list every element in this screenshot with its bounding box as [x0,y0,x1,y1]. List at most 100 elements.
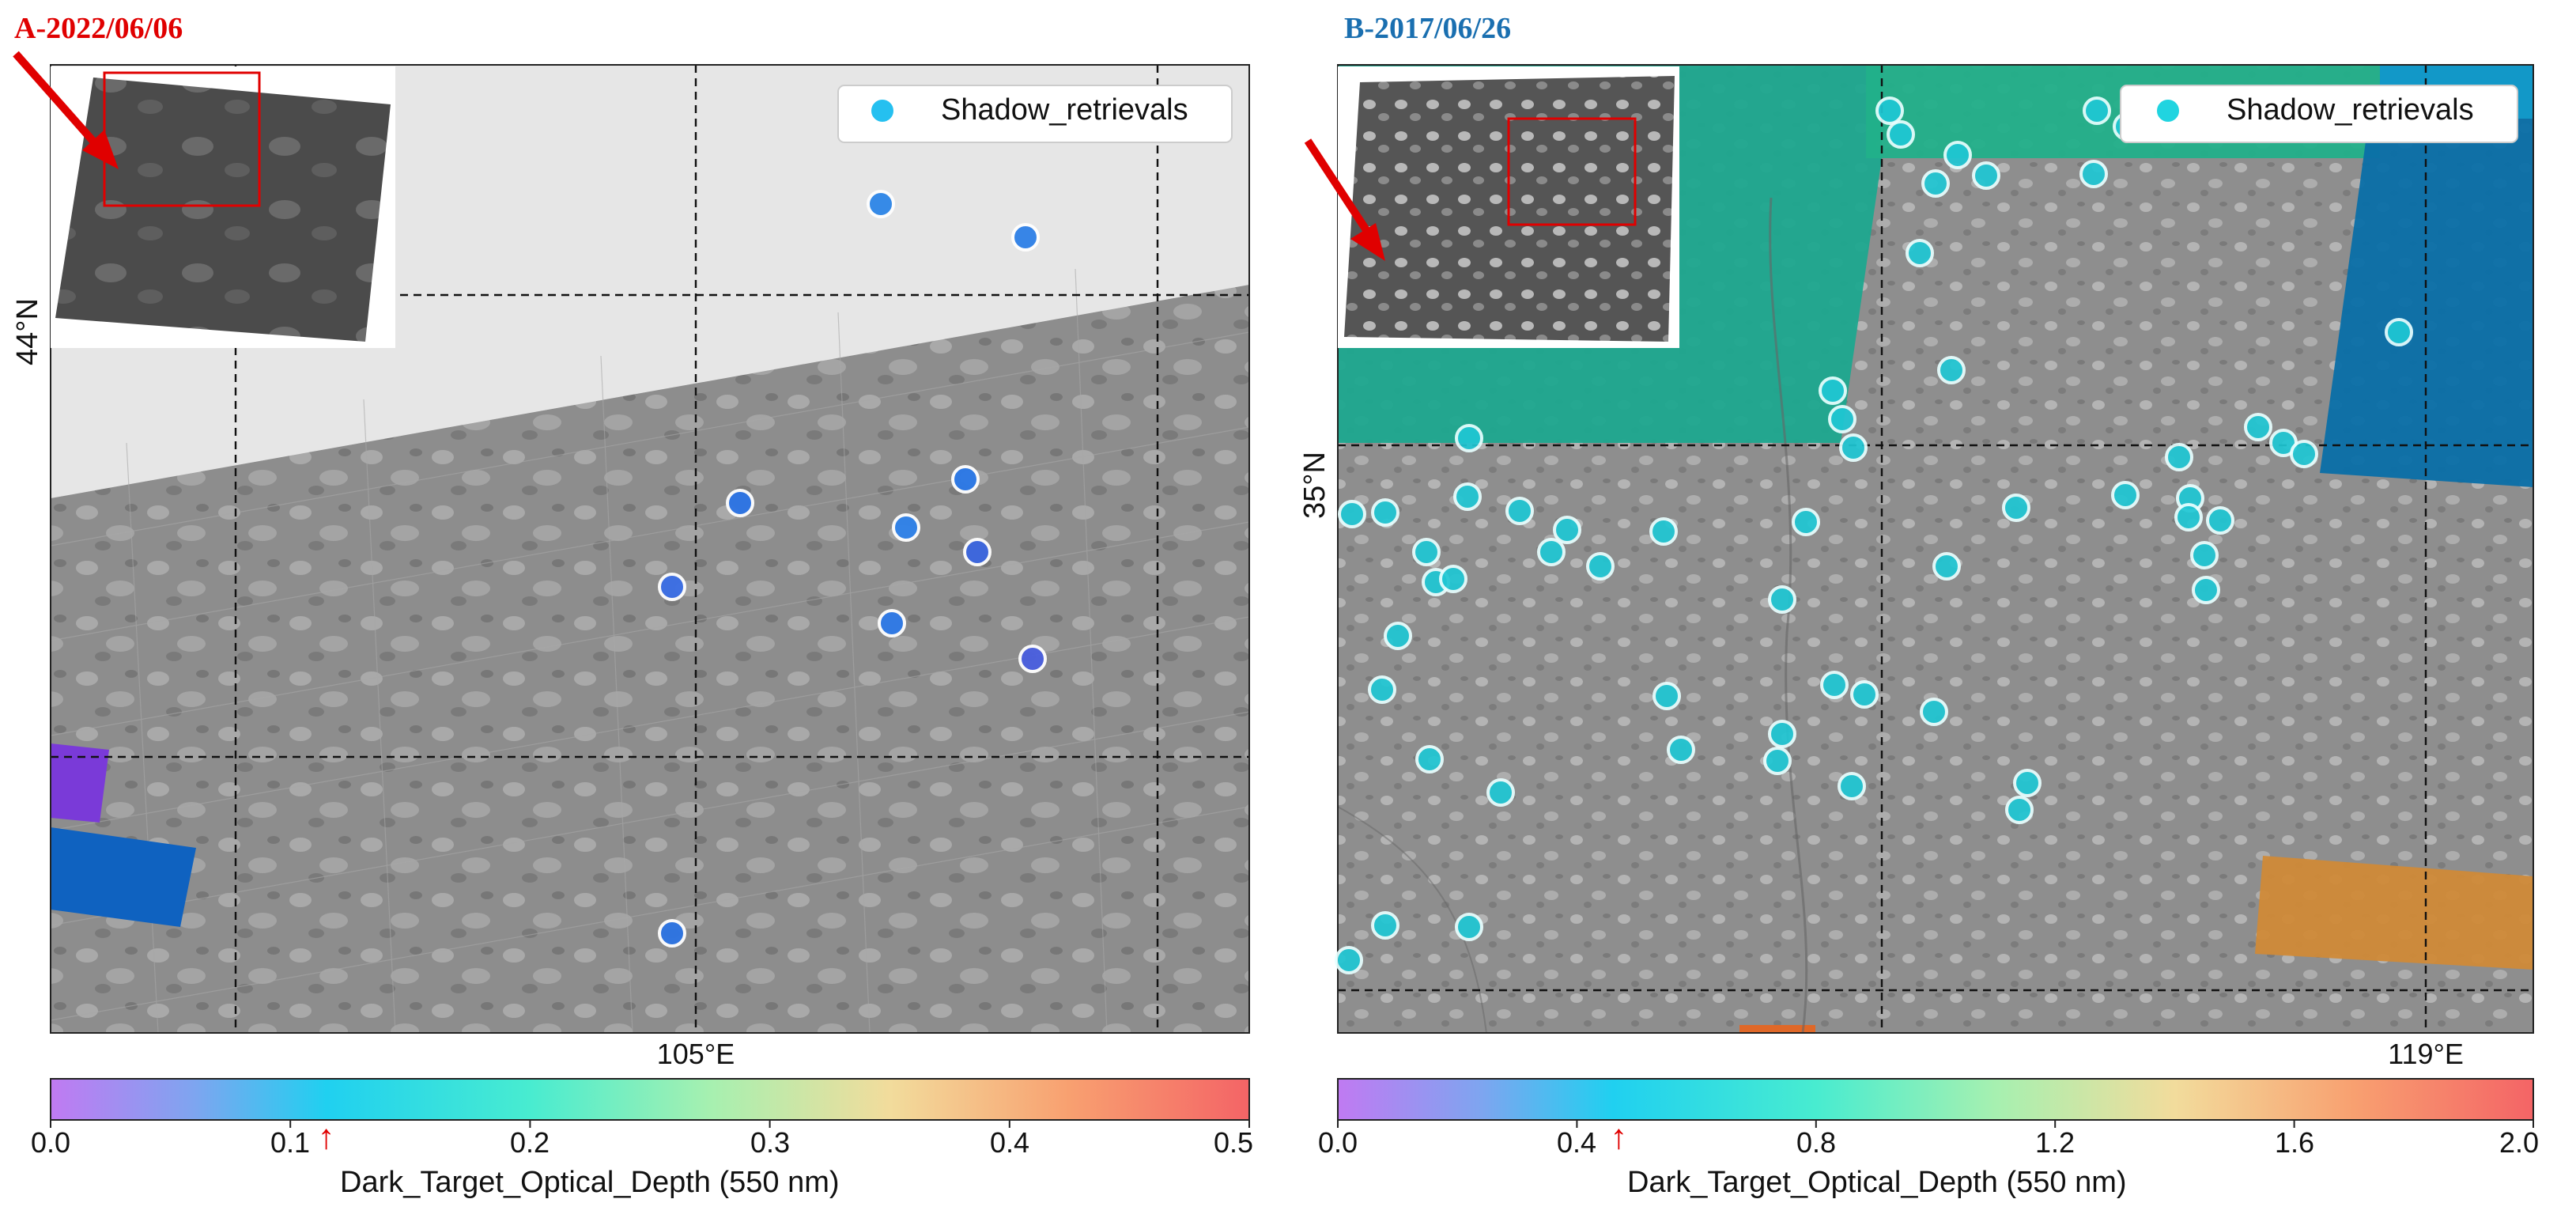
panel-b-colorbar [1337,1078,2534,1121]
shadow-retrieval-point [878,609,906,637]
panel-b-colorbar-label: Dark_Target_Optical_Depth (550 nm) [1627,1166,2127,1199]
panel-a-colorbar-label: Dark_Target_Optical_Depth (550 nm) [340,1166,840,1199]
shadow-retrieval-point [2002,494,2030,522]
shadow-retrieval-point [1921,169,1950,198]
panel-a-map [13,51,1250,1034]
colorbar-tick-label: 0.4 [1556,1126,1597,1159]
shadow-retrieval-point [2083,96,2111,125]
red-arrow-icon [1304,138,1385,261]
shadow-retrieval-point [1768,585,1796,614]
legend-marker [2154,96,2182,125]
panel-a-title: A-2022/06/06 [14,12,183,45]
shadow-retrieval-point [963,538,991,566]
shadow-retrieval-point [2111,481,2140,509]
colorbar-tick-label: 2.0 [2499,1126,2540,1159]
shadow-retrieval-point [1505,497,1534,525]
shadow-retrieval-point [2079,160,2108,188]
legend-marker [868,96,897,125]
shadow-retrieval-point [2192,576,2220,604]
colorbar-tick-label: 0.3 [750,1126,791,1159]
colorbar-tick-label: 0.0 [1317,1126,1358,1159]
panel-b-legend-label: Shadow_retrievals [2227,93,2474,127]
panel-b-legend [2120,85,2518,143]
panel-a-colorbar [50,1078,1250,1121]
shadow-retrieval-point [1368,675,1396,704]
panel-b-lat-label: 35°N [1298,452,1331,519]
shadow-retrieval-point [1371,911,1399,940]
shadow-retrieval-point [1768,720,1796,748]
shadow-retrieval-point [951,465,980,494]
shadow-retrieval-point [1011,223,1040,252]
shadow-retrieval-point [1371,498,1399,527]
aod-patch [2255,856,2533,970]
shadow-retrieval-point [1920,698,1948,726]
panel-a-points [658,190,1047,948]
shadow-retrieval-point [726,489,754,517]
shadow-retrieval-point [1838,772,1866,800]
shadow-retrieval-point [1819,376,1847,405]
shadow-retrieval-point [1384,622,1412,650]
shadow-retrieval-point [1455,424,1483,452]
colorbar-tick-label: 0.8 [1796,1126,1837,1159]
inset-highlight-box [1507,117,1637,226]
colorbar-marker-arrow: ↑ [317,1118,335,1156]
colorbar-tick-label: 0.2 [509,1126,550,1159]
shadow-retrieval-point [1906,239,1934,267]
shadow-retrieval-point [1943,141,1972,169]
shadow-retrieval-point [1887,120,1915,149]
colorbar-tick-label: 0.0 [30,1126,71,1159]
colorbar-tick-label: 0.1 [270,1126,311,1159]
shadow-retrieval-point [1486,778,1515,807]
shadow-retrieval-point [2005,796,2034,824]
shadow-retrieval-point [1763,747,1792,775]
shadow-retrieval-point [1932,552,1961,581]
red-arrow-icon [13,51,119,169]
panel-b-points [1335,96,2413,974]
colorbar-tick-label: 0.5 [1213,1126,1254,1159]
shadow-retrieval-point [1937,356,1966,384]
shadow-retrieval-point [1335,946,1363,974]
shadow-retrieval-point [1453,482,1482,511]
colorbar-tick-label: 1.6 [2274,1126,2315,1159]
shadow-retrieval-point [1586,552,1615,581]
shadow-retrieval-point [1667,736,1695,764]
shadow-retrieval-point [1828,405,1856,433]
shadow-retrieval-point [1412,538,1441,566]
shadow-retrieval-point [2206,506,2234,535]
shadow-retrieval-point [2385,318,2413,346]
shadow-retrieval-point [2165,443,2193,471]
aod-patch [51,743,109,823]
shadow-retrieval-point [1792,508,1820,536]
panel-a-lon-label: 105°E [656,1038,735,1070]
shadow-retrieval-point [892,513,920,542]
shadow-retrieval-point [1875,96,1904,125]
shadow-retrieval-point [1972,161,2000,190]
shadow-retrieval-point [1649,517,1678,546]
shadow-retrieval-point [1537,538,1566,566]
shadow-retrieval-point [2244,413,2272,441]
shadow-retrieval-point [1839,433,1868,462]
panel-b-lon-label: 119°E [2388,1038,2464,1070]
panel-a-legend [837,85,1233,143]
panel-b-inset [1338,66,1679,348]
shadow-retrieval-point [1553,516,1581,544]
shadow-retrieval-point [2290,440,2318,468]
aod-patch [51,827,196,927]
shadow-retrieval-point [2013,769,2042,797]
shadow-retrieval-point [1455,913,1483,941]
panel-a-lat-label: 44°N [11,298,44,365]
colorbar-marker-arrow: ↑ [1610,1118,1628,1156]
shadow-retrieval-point [1338,500,1366,528]
shadow-retrieval-point [1018,645,1047,673]
shadow-retrieval-point [1439,565,1467,593]
panel-b-map [1304,64,2534,1034]
shadow-retrieval-point [1820,671,1849,699]
colorbar-tick-label: 0.4 [989,1126,1030,1159]
shadow-retrieval-point [1415,745,1444,774]
shadow-retrieval-point [1652,682,1681,710]
shadow-retrieval-point [2190,541,2219,569]
colorbar-tick-label: 1.2 [2034,1126,2076,1159]
shadow-retrieval-point [867,190,895,218]
